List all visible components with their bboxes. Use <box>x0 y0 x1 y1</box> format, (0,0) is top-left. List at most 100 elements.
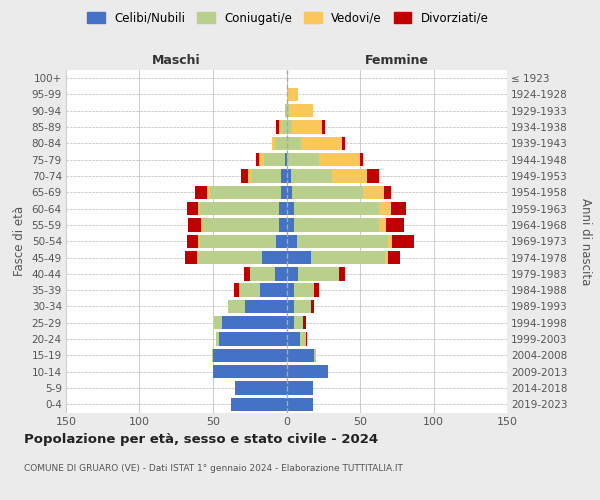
Bar <box>279 218 287 232</box>
Bar <box>248 170 251 182</box>
Bar <box>287 170 291 182</box>
Bar <box>198 202 200 215</box>
Y-axis label: Anni di nascita: Anni di nascita <box>579 198 592 285</box>
Bar <box>251 170 281 182</box>
Bar <box>297 234 388 248</box>
Bar <box>287 316 294 330</box>
Bar <box>343 136 346 150</box>
Bar <box>276 234 287 248</box>
Bar <box>197 251 198 264</box>
Bar <box>291 170 332 182</box>
Bar <box>214 316 222 330</box>
Bar <box>276 120 279 134</box>
Bar <box>275 267 287 280</box>
Bar <box>198 251 262 264</box>
Bar <box>294 218 379 232</box>
Bar <box>272 136 275 150</box>
Text: Femmine: Femmine <box>365 54 429 66</box>
Bar <box>210 186 281 199</box>
Bar <box>287 365 328 378</box>
Bar <box>287 88 298 101</box>
Bar <box>391 202 406 215</box>
Bar <box>392 234 415 248</box>
Bar <box>185 251 197 264</box>
Bar <box>235 382 287 394</box>
Text: Maschi: Maschi <box>152 54 200 66</box>
Bar <box>233 284 239 297</box>
Bar <box>285 153 287 166</box>
Bar <box>203 218 279 232</box>
Bar <box>275 136 287 150</box>
Bar <box>386 218 404 232</box>
Bar <box>287 251 311 264</box>
Bar <box>301 136 343 150</box>
Bar <box>281 170 287 182</box>
Bar <box>289 104 313 118</box>
Bar <box>196 186 207 199</box>
Bar <box>287 120 292 134</box>
Bar <box>244 267 250 280</box>
Bar <box>265 153 285 166</box>
Bar <box>292 186 363 199</box>
Bar <box>287 136 301 150</box>
Bar <box>279 202 287 215</box>
Bar <box>201 218 203 232</box>
Bar <box>311 251 385 264</box>
Bar <box>294 300 311 313</box>
Legend: Celibi/Nubili, Coniugati/e, Vedovi/e, Divorziati/e: Celibi/Nubili, Coniugati/e, Vedovi/e, Di… <box>83 7 493 30</box>
Bar <box>379 218 386 232</box>
Text: Popolazione per età, sesso e stato civile - 2024: Popolazione per età, sesso e stato civil… <box>24 432 378 446</box>
Bar <box>294 202 379 215</box>
Bar <box>187 202 198 215</box>
Bar <box>213 348 287 362</box>
Bar <box>302 316 305 330</box>
Bar <box>198 234 200 248</box>
Bar <box>360 153 363 166</box>
Bar <box>298 267 340 280</box>
Bar <box>379 202 391 215</box>
Bar <box>281 186 287 199</box>
Bar <box>340 267 346 280</box>
Bar <box>285 104 287 118</box>
Bar <box>287 284 294 297</box>
Bar <box>216 332 219 346</box>
Bar <box>322 120 325 134</box>
Bar <box>287 382 313 394</box>
Bar <box>287 398 313 411</box>
Bar <box>287 332 300 346</box>
Bar <box>200 202 279 215</box>
Bar <box>282 120 287 134</box>
Bar <box>385 251 388 264</box>
Bar <box>287 202 294 215</box>
Bar <box>256 153 259 166</box>
Bar <box>287 72 288 85</box>
Bar <box>245 300 287 313</box>
Bar <box>262 251 287 264</box>
Bar <box>200 234 276 248</box>
Bar <box>311 300 314 313</box>
Bar <box>287 153 319 166</box>
Bar <box>259 153 265 166</box>
Text: COMUNE DI GRUARO (VE) - Dati ISTAT 1° gennaio 2024 - Elaborazione TUTTITALIA.IT: COMUNE DI GRUARO (VE) - Dati ISTAT 1° ge… <box>24 464 403 473</box>
Bar <box>314 284 319 297</box>
Bar <box>287 234 297 248</box>
Bar <box>300 332 305 346</box>
Bar <box>332 170 367 182</box>
Bar <box>287 267 298 280</box>
Bar <box>187 234 198 248</box>
Bar <box>287 218 294 232</box>
Bar <box>228 300 245 313</box>
Bar <box>287 348 314 362</box>
Bar <box>287 186 292 199</box>
Bar <box>305 332 307 346</box>
Bar <box>241 170 248 182</box>
Bar <box>383 186 391 199</box>
Bar <box>213 365 287 378</box>
Bar <box>292 120 322 134</box>
Bar <box>319 153 360 166</box>
Bar <box>222 316 287 330</box>
Bar <box>287 104 289 118</box>
Bar <box>314 348 316 362</box>
Bar <box>388 251 400 264</box>
Bar <box>207 186 210 199</box>
